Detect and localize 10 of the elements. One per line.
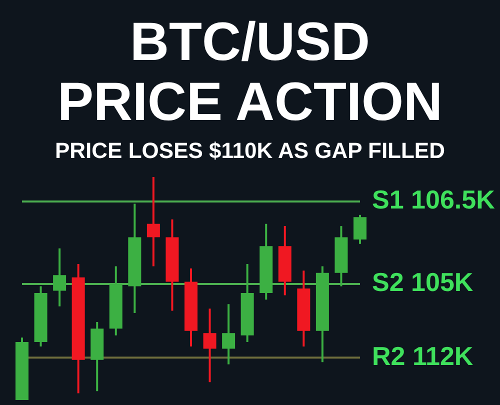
ref-line-label: S2 105K <box>372 267 474 298</box>
candlestick <box>146 176 160 268</box>
ref-line-label: S1 106.5K <box>372 184 496 215</box>
candlestick <box>203 308 216 384</box>
ref-line-label: R2 112K <box>372 340 474 371</box>
chart-subtitle: PRICE LOSES $110K AS GAP FILLED <box>54 138 446 164</box>
candlestick <box>222 303 236 366</box>
candlestick <box>354 214 366 245</box>
candlestick <box>53 247 66 308</box>
chart-title: BTC/USD PRICE ACTION <box>56 12 444 132</box>
